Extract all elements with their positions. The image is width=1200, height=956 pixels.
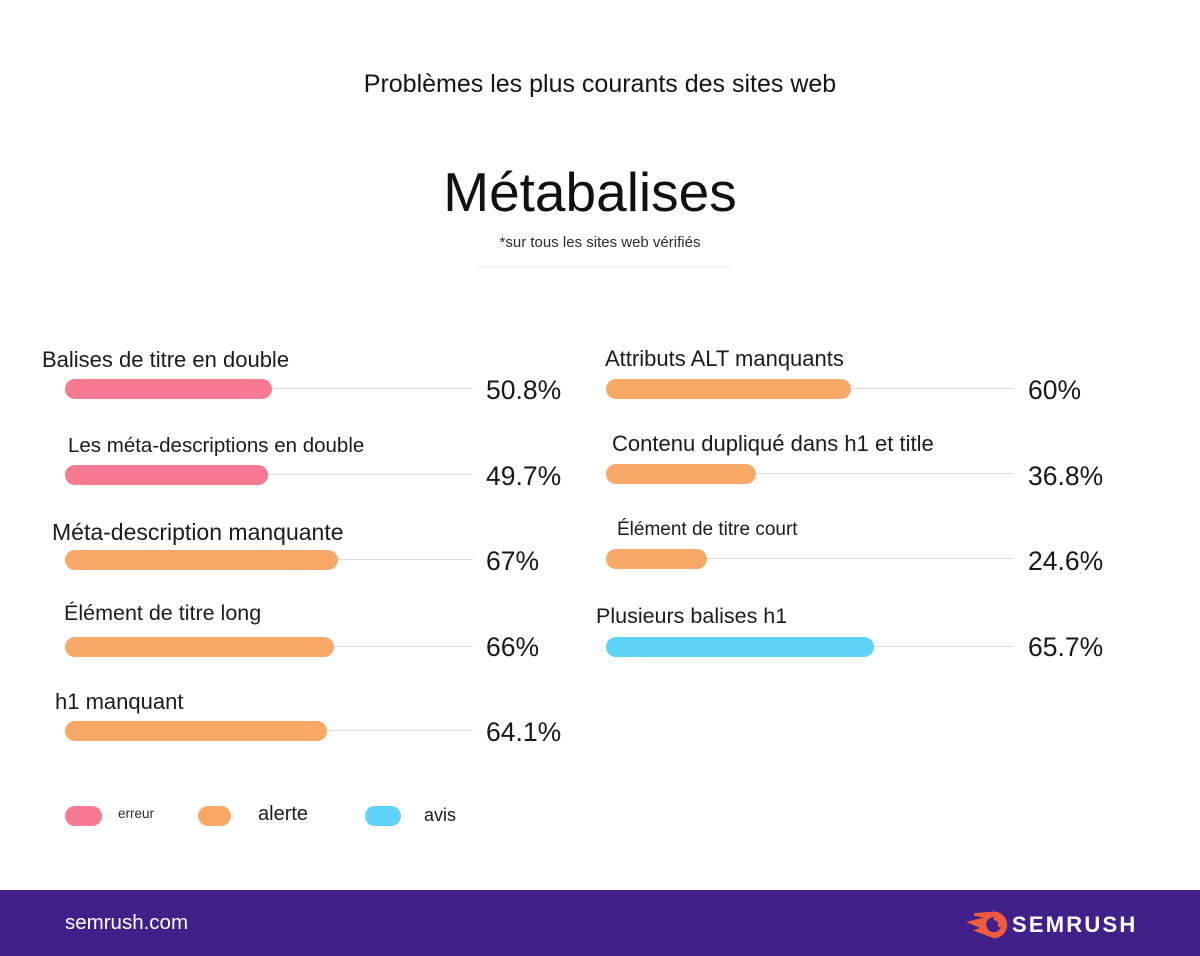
svg-text:SEMRUSH: SEMRUSH bbox=[1012, 912, 1137, 937]
